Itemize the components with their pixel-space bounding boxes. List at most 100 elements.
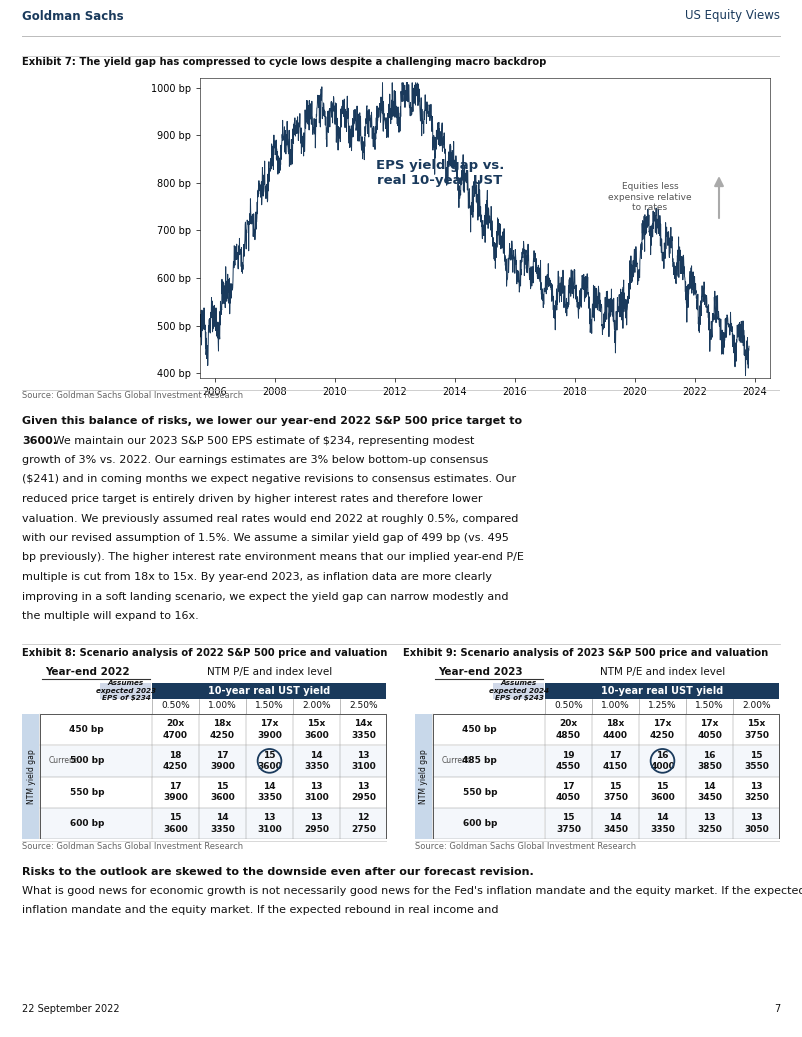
Text: 3350: 3350 bbox=[257, 793, 282, 803]
Text: 4000: 4000 bbox=[650, 762, 674, 770]
Text: 16: 16 bbox=[656, 751, 669, 760]
Text: 4550: 4550 bbox=[556, 762, 581, 770]
Text: 3900: 3900 bbox=[210, 762, 235, 770]
Text: 0.50%: 0.50% bbox=[554, 701, 583, 710]
Text: 4150: 4150 bbox=[603, 762, 628, 770]
Text: improving in a soft landing scenario, we expect the yield gap can narrow modestl: improving in a soft landing scenario, we… bbox=[22, 591, 508, 601]
Text: 16: 16 bbox=[703, 751, 715, 760]
Text: 4700: 4700 bbox=[163, 731, 188, 739]
Text: 18: 18 bbox=[169, 751, 182, 760]
FancyBboxPatch shape bbox=[545, 777, 779, 808]
Text: 3350: 3350 bbox=[351, 731, 376, 739]
Text: 3750: 3750 bbox=[556, 824, 581, 834]
FancyBboxPatch shape bbox=[545, 808, 779, 839]
Text: 14: 14 bbox=[610, 813, 622, 822]
Text: 14x: 14x bbox=[354, 720, 373, 729]
Text: We maintain our 2023 S&P 500 EPS estimate of $234, representing modest: We maintain our 2023 S&P 500 EPS estimat… bbox=[50, 436, 474, 446]
FancyBboxPatch shape bbox=[545, 746, 779, 777]
Text: bp previously). The higher interest rate environment means that our implied year: bp previously). The higher interest rate… bbox=[22, 553, 524, 562]
Text: 4250: 4250 bbox=[210, 731, 235, 739]
FancyBboxPatch shape bbox=[545, 683, 779, 699]
Text: 15: 15 bbox=[610, 782, 622, 791]
Text: 3550: 3550 bbox=[744, 762, 769, 770]
Text: 2.00%: 2.00% bbox=[302, 701, 330, 710]
Text: Exhibit 9: Scenario analysis of 2023 S&P 500 price and valuation: Exhibit 9: Scenario analysis of 2023 S&P… bbox=[403, 648, 768, 658]
Text: 2950: 2950 bbox=[304, 824, 329, 834]
Text: NTM yield gap: NTM yield gap bbox=[419, 749, 428, 804]
Text: 13: 13 bbox=[310, 813, 322, 822]
Text: Exhibit 7: The yield gap has compressed to cycle lows despite a challenging macr: Exhibit 7: The yield gap has compressed … bbox=[22, 57, 546, 67]
FancyBboxPatch shape bbox=[40, 777, 151, 808]
Text: Assumes
expected 2024
EPS of $243: Assumes expected 2024 EPS of $243 bbox=[489, 680, 549, 701]
Text: 14: 14 bbox=[656, 813, 669, 822]
Text: 3600: 3600 bbox=[650, 793, 674, 803]
FancyBboxPatch shape bbox=[22, 714, 39, 839]
Text: growth of 3% vs. 2022. Our earnings estimates are 3% below bottom-up consensus: growth of 3% vs. 2022. Our earnings esti… bbox=[22, 455, 488, 465]
Text: 14: 14 bbox=[703, 782, 716, 791]
FancyBboxPatch shape bbox=[152, 714, 386, 746]
Text: 3600: 3600 bbox=[163, 824, 188, 834]
Text: 3900: 3900 bbox=[257, 731, 282, 739]
Text: 0.50%: 0.50% bbox=[161, 701, 190, 710]
Text: NTM P/E and index level: NTM P/E and index level bbox=[207, 667, 332, 677]
Text: 4850: 4850 bbox=[556, 731, 581, 739]
Text: 20x: 20x bbox=[560, 720, 577, 729]
Text: 14: 14 bbox=[310, 751, 323, 760]
Text: 15: 15 bbox=[656, 782, 669, 791]
FancyBboxPatch shape bbox=[433, 714, 544, 746]
Text: NTM yield gap: NTM yield gap bbox=[26, 749, 35, 804]
Text: Source: Goldman Sachs Global Investment Research: Source: Goldman Sachs Global Investment … bbox=[415, 842, 636, 850]
Text: 4400: 4400 bbox=[603, 731, 628, 739]
Text: 3600.: 3600. bbox=[22, 436, 57, 446]
Text: 17: 17 bbox=[562, 782, 575, 791]
Text: inflation mandate and the equity market. If the expected rebound in real income : inflation mandate and the equity market.… bbox=[22, 905, 499, 915]
Text: Goldman Sachs: Goldman Sachs bbox=[22, 9, 124, 23]
FancyBboxPatch shape bbox=[152, 777, 386, 808]
Text: Year-end 2023: Year-end 2023 bbox=[438, 667, 522, 677]
Text: 1.25%: 1.25% bbox=[648, 701, 677, 710]
Text: 13: 13 bbox=[703, 813, 715, 822]
Text: 13: 13 bbox=[357, 782, 370, 791]
Text: 2950: 2950 bbox=[351, 793, 376, 803]
Text: reduced price target is entirely driven by higher interest rates and therefore l: reduced price target is entirely driven … bbox=[22, 494, 483, 504]
Text: 19: 19 bbox=[562, 751, 575, 760]
Text: Assumes
expected 2023
EPS of $234: Assumes expected 2023 EPS of $234 bbox=[96, 680, 156, 701]
Text: 15x: 15x bbox=[747, 720, 766, 729]
Text: 600 bp: 600 bp bbox=[70, 819, 104, 828]
Text: valuation. We previously assumed real rates would end 2022 at roughly 0.5%, comp: valuation. We previously assumed real ra… bbox=[22, 513, 518, 524]
Text: 3350: 3350 bbox=[210, 824, 235, 834]
Text: 14: 14 bbox=[217, 813, 229, 822]
Text: Current: Current bbox=[441, 756, 470, 765]
Text: Source: Goldman Sachs Global Investment Research: Source: Goldman Sachs Global Investment … bbox=[22, 842, 243, 850]
FancyBboxPatch shape bbox=[152, 746, 386, 777]
Text: Equities less
expensive relative
to rates: Equities less expensive relative to rate… bbox=[608, 183, 692, 212]
Text: 3600: 3600 bbox=[304, 731, 329, 739]
FancyBboxPatch shape bbox=[415, 714, 432, 839]
Text: 10-year real UST yield: 10-year real UST yield bbox=[209, 685, 330, 696]
Text: 10-year real UST yield: 10-year real UST yield bbox=[602, 685, 723, 696]
Text: 13: 13 bbox=[750, 782, 763, 791]
Text: 3600: 3600 bbox=[257, 762, 282, 770]
FancyBboxPatch shape bbox=[100, 683, 151, 699]
Text: 3250: 3250 bbox=[697, 824, 722, 834]
Text: 2.50%: 2.50% bbox=[349, 701, 378, 710]
Text: Risks to the outlook are skewed to the downside even after our forecast revision: Risks to the outlook are skewed to the d… bbox=[22, 867, 534, 877]
Text: 3450: 3450 bbox=[697, 793, 722, 803]
FancyBboxPatch shape bbox=[152, 808, 386, 839]
Text: What is good news for economic growth is not necessarily good news for the Fed's: What is good news for economic growth is… bbox=[22, 886, 802, 896]
Text: 4050: 4050 bbox=[556, 793, 581, 803]
Text: with our revised assumption of 1.5%. We assume a similar yield gap of 499 bp (vs: with our revised assumption of 1.5%. We … bbox=[22, 533, 509, 543]
Text: NTM P/E and index level: NTM P/E and index level bbox=[600, 667, 725, 677]
Text: 15: 15 bbox=[217, 782, 229, 791]
Text: 2750: 2750 bbox=[351, 824, 376, 834]
Text: 17: 17 bbox=[217, 751, 229, 760]
Text: 4050: 4050 bbox=[697, 731, 722, 739]
Text: 1.50%: 1.50% bbox=[255, 701, 284, 710]
Text: Year-end 2022: Year-end 2022 bbox=[45, 667, 129, 677]
Text: 3250: 3250 bbox=[744, 793, 769, 803]
Text: 3100: 3100 bbox=[304, 793, 329, 803]
Text: 17: 17 bbox=[610, 751, 622, 760]
Text: 15x: 15x bbox=[307, 720, 326, 729]
Text: 3350: 3350 bbox=[304, 762, 329, 770]
Text: 17x: 17x bbox=[654, 720, 672, 729]
